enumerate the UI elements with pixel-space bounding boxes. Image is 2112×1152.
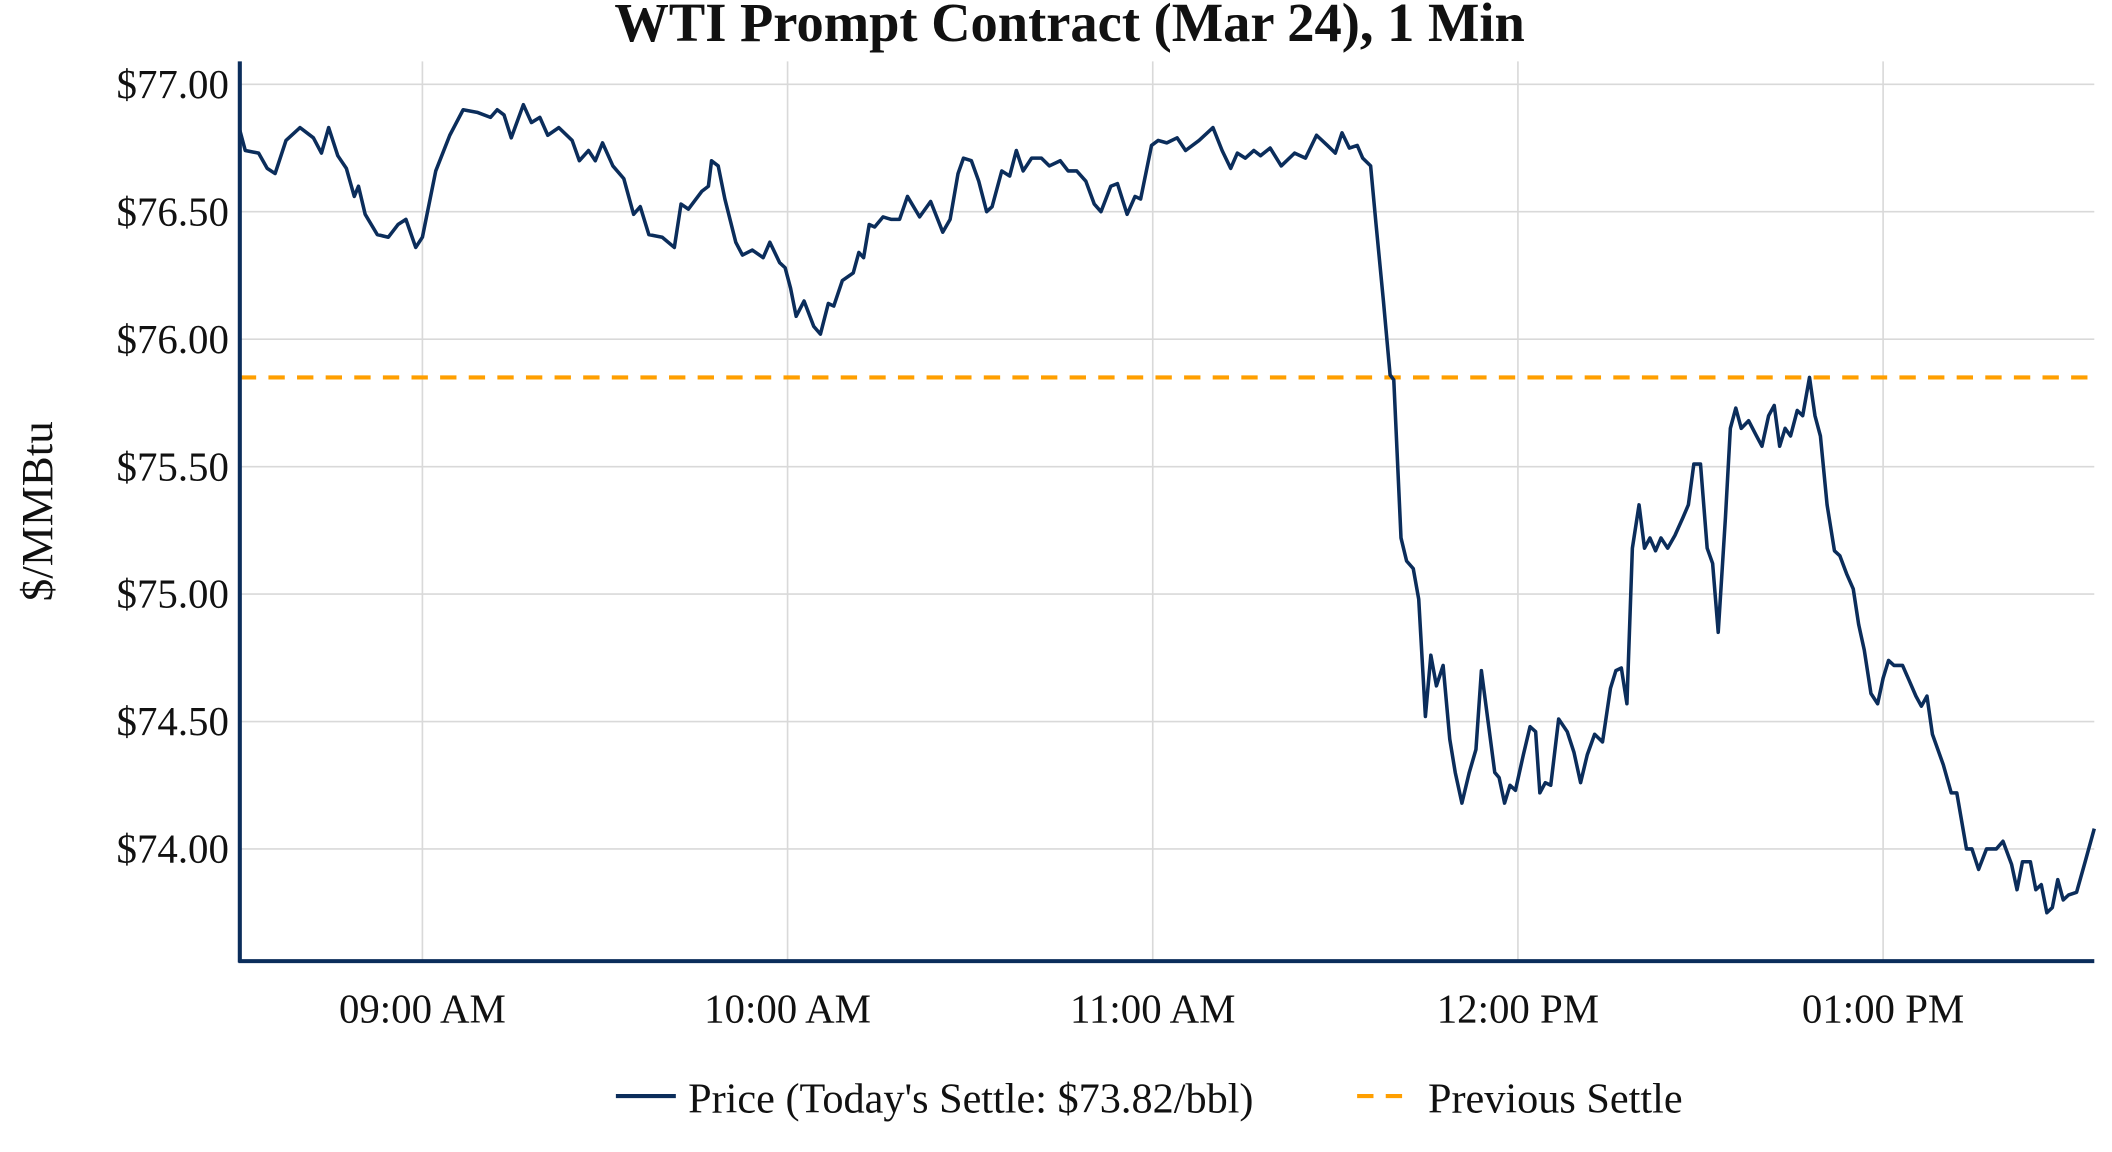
y-tick-label: $75.00 — [117, 572, 229, 617]
y-tick-label: $77.00 — [117, 62, 229, 107]
grid-lines — [239, 61, 2095, 962]
x-axis-ticks: 09:00 AM 10:00 AM 11:00 AM 12:00 PM 01:00 PM — [339, 986, 1964, 1031]
legend-previous-settle-label: Previous Settle — [1428, 1075, 1683, 1122]
y-axis-ticks: $77.00 $76.50 $76.00 $75.50 $75.00 $74.50 $74.… — [117, 62, 229, 872]
y-tick-label: $76.50 — [117, 189, 229, 234]
y-tick-label: $75.50 — [117, 444, 229, 489]
x-tick-label: 09:00 AM — [339, 986, 506, 1031]
y-tick-label: $74.50 — [117, 699, 229, 744]
legend-price-label: Price (Today's Settle: $73.82/bbl) — [688, 1075, 1253, 1122]
legend: Price (Today's Settle: $73.82/bbl) Previ… — [615, 1075, 1683, 1122]
x-tick-label: 10:00 AM — [704, 986, 871, 1031]
chart-title: WTI Prompt Contract (Mar 24), 1 Min — [614, 0, 1524, 53]
y-axis-label: $/MMBtu — [12, 421, 62, 601]
price-series-line — [238, 102, 2096, 915]
y-tick-label: $74.00 — [117, 827, 229, 872]
y-tick-label: $76.00 — [117, 317, 229, 362]
x-tick-label: 01:00 PM — [1802, 986, 1964, 1031]
x-tick-label: 11:00 AM — [1070, 986, 1235, 1031]
x-tick-label: 12:00 PM — [1437, 986, 1599, 1031]
